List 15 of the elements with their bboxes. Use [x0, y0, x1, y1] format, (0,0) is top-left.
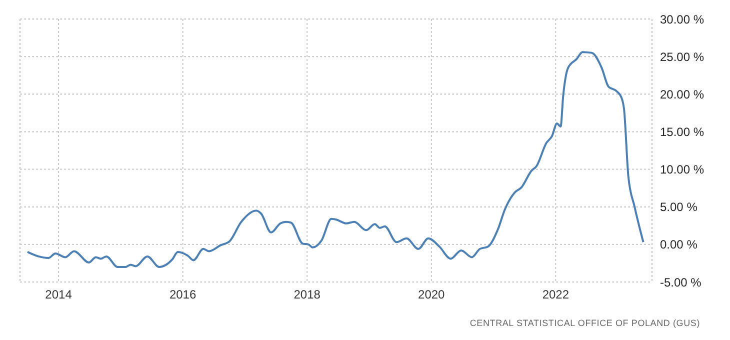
y-tick-label: -5.00 %: [660, 275, 702, 290]
y-tick-label: 20.00 %: [660, 87, 704, 102]
y-tick-label: 30.00 %: [660, 12, 704, 26]
y-tick-label: 25.00 %: [660, 50, 704, 64]
line-series: [26, 51, 644, 268]
x-tick-label: 2022: [542, 288, 570, 302]
y-tick-label: 0.00 %: [660, 238, 698, 252]
y-tick-label: 15.00 %: [660, 124, 704, 139]
x-tick-label: 2018: [294, 288, 321, 302]
x-tick-label: 2020: [418, 288, 446, 302]
text: CENTRAL STATISTICAL OFFICE OF POLAND (GUS): [468, 318, 701, 328]
y-tick-label: 10.00 %: [660, 162, 704, 177]
x-tick-label: 2014: [45, 288, 72, 302]
y-tick-label: 5.00 %: [660, 200, 698, 214]
x-tick-label: 2016: [169, 288, 196, 302]
